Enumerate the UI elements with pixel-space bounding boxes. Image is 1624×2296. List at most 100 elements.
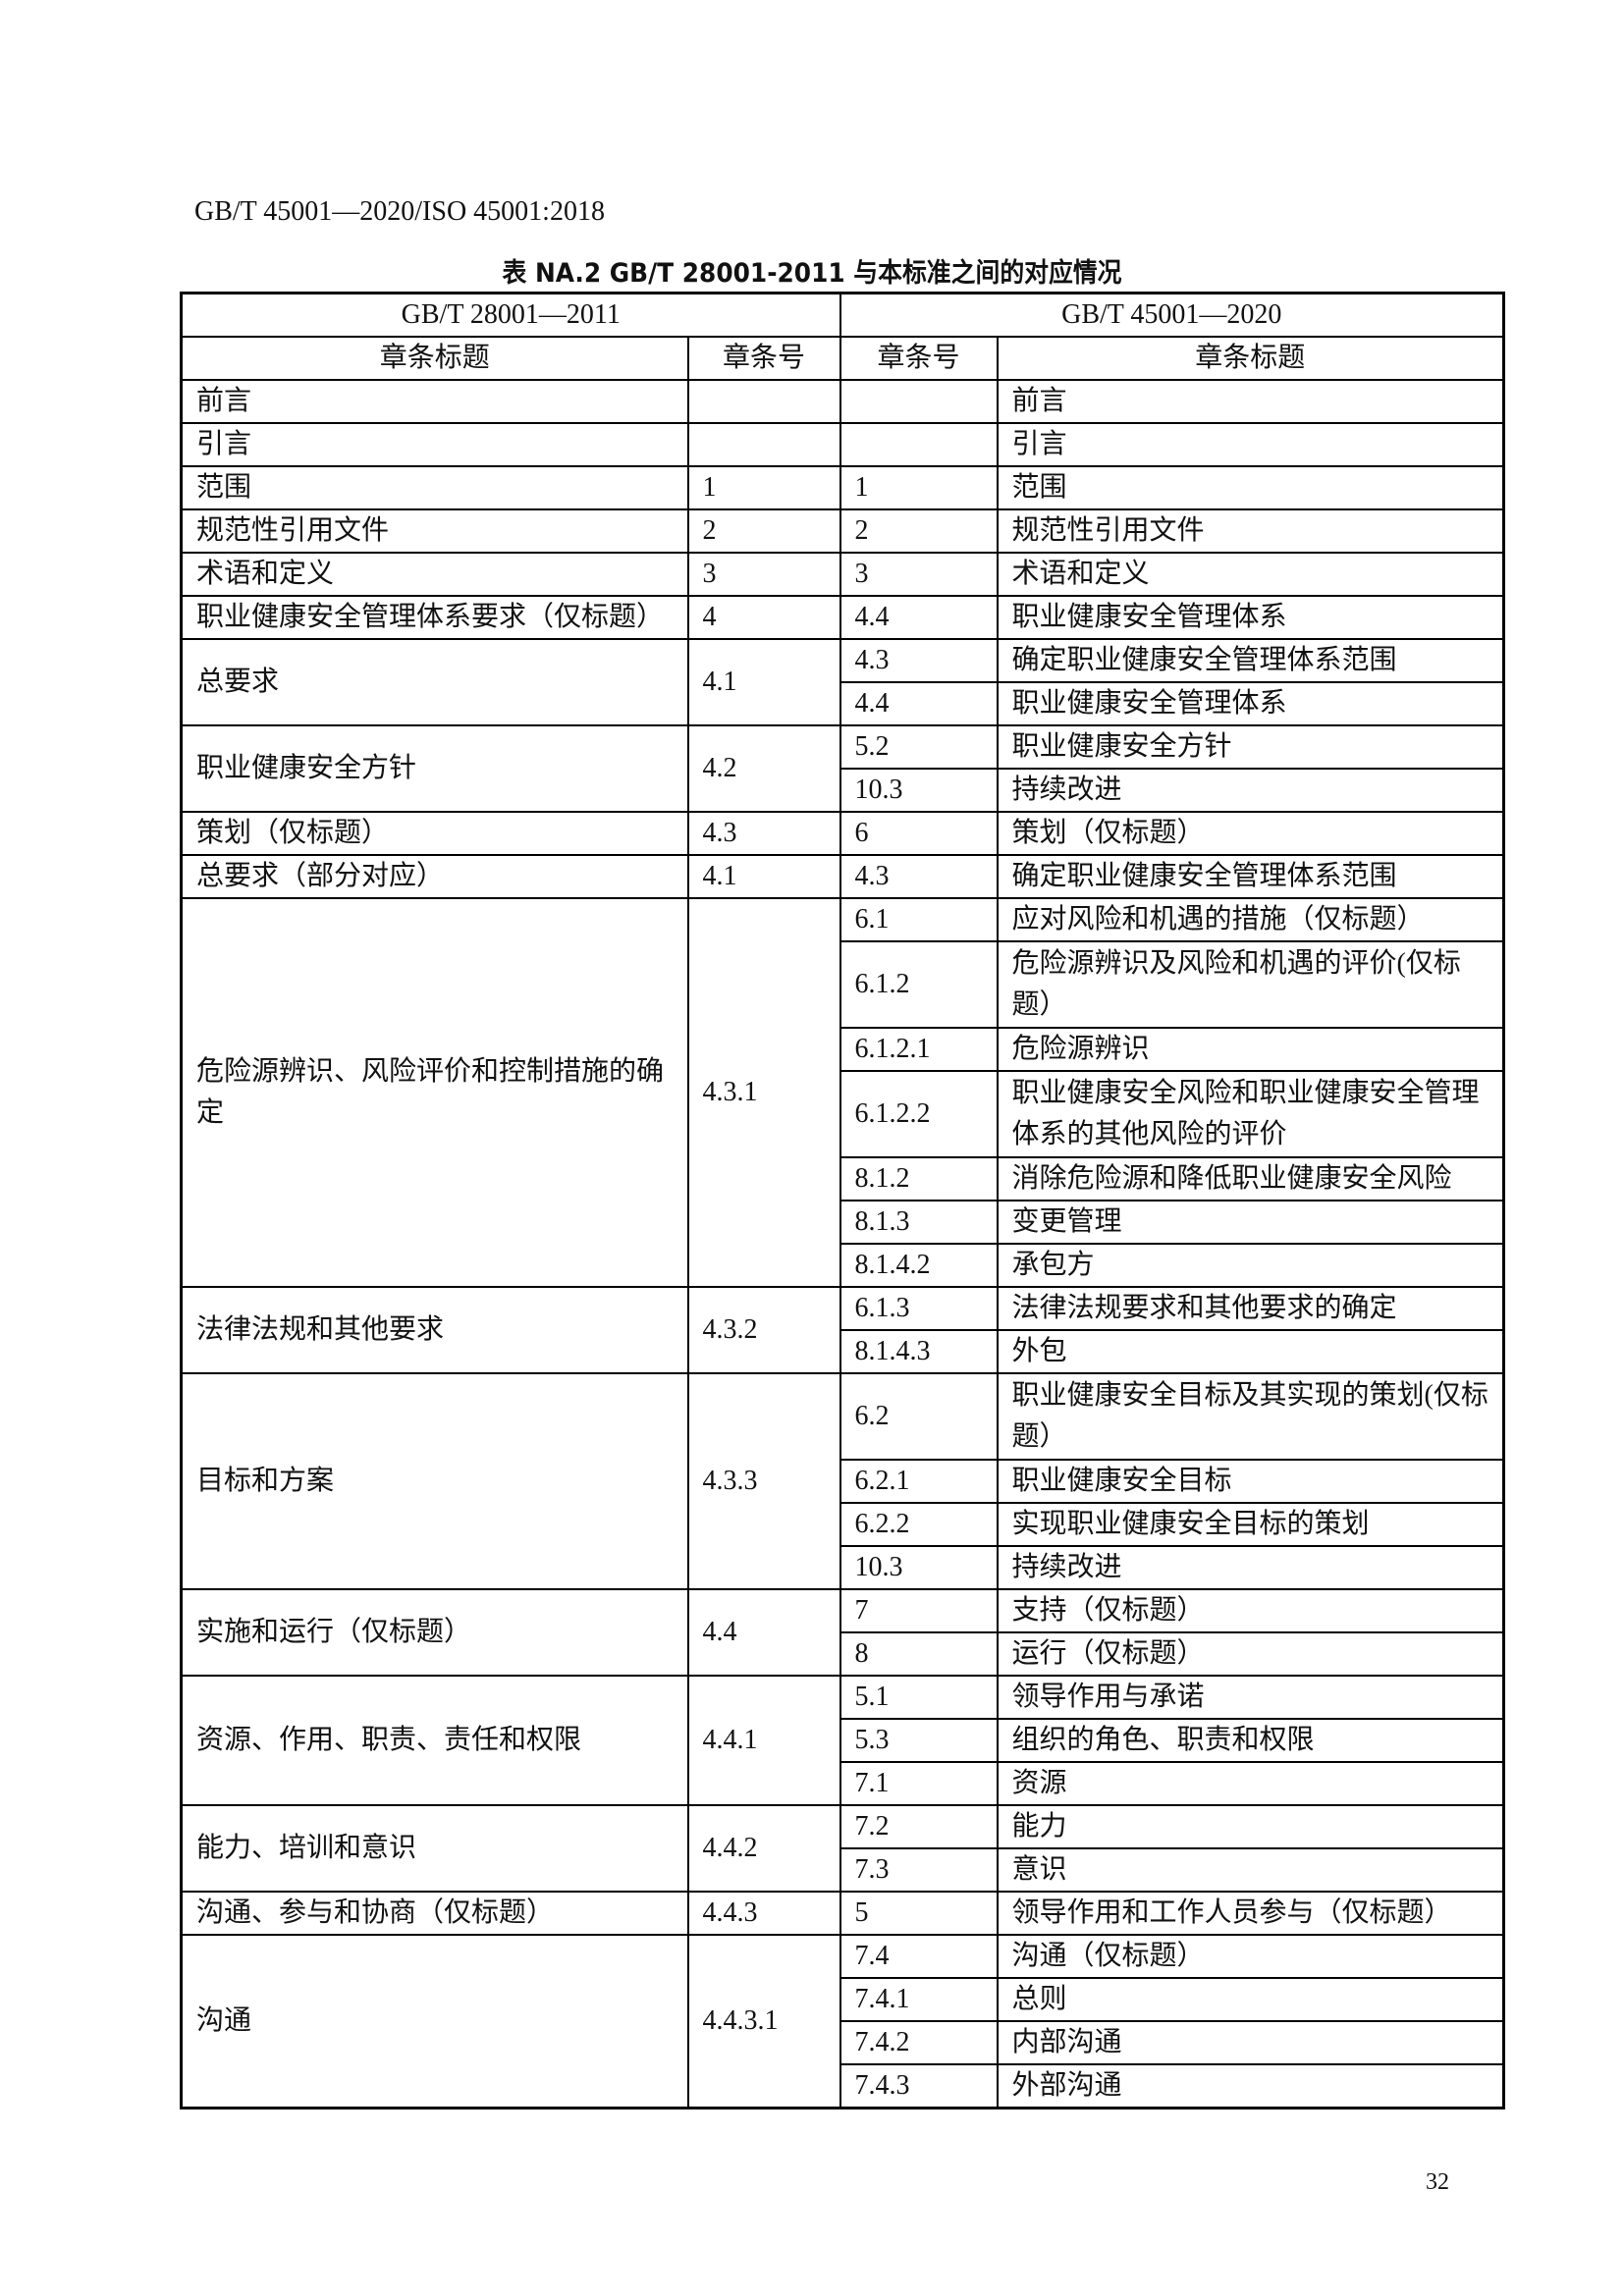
table-row: 危险源辨识、风险评价和控制措施的确定 4.3.1 6.1 应对风险和机遇的措施（仅标题…: [180, 897, 1505, 1288]
new-clause-title: 确定职业健康安全管理体系范围: [996, 854, 1505, 899]
new-clause-title: 变更管理: [996, 1200, 1505, 1245]
new-clause-title: 总则: [996, 1977, 1505, 2022]
new-clause-title: 消除危险源和降低职业健康安全风险: [996, 1156, 1505, 1201]
new-clause-number: 5: [839, 1891, 999, 1936]
new-clause-number: 8.1.2: [839, 1156, 999, 1201]
old-clause-title: 沟通: [180, 1934, 689, 2109]
table-row: 4.4 职业健康安全管理体系: [182, 681, 1505, 726]
table-row: 7.3 意识: [182, 1847, 1505, 1893]
new-clause-number: 6.1.2.2: [839, 1070, 999, 1158]
new-clause-title: 法律法规要求和其他要求的确定: [996, 1286, 1505, 1331]
old-clause-number: 4.1: [686, 638, 841, 726]
new-clause-title: 术语和定义: [996, 552, 1505, 597]
old-clause-title: 法律法规和其他要求: [180, 1286, 689, 1374]
new-clause-title: 领导作用和工作人员参与（仅标题）: [996, 1891, 1505, 1936]
new-clause-title: 职业健康安全管理体系: [996, 595, 1505, 640]
old-clause-title: 职业健康安全方针: [180, 724, 689, 813]
table-row: 6.2.1 职业健康安全目标: [182, 1459, 1505, 1504]
new-clause-title: 支持（仅标题）: [996, 1588, 1505, 1633]
table-row: 资源、作用、职责、责任和权限 4.4.1 5.1 领导作用与承诺: [180, 1675, 1505, 1806]
old-clause-number: [686, 422, 841, 467]
table-row: 6.2.2 实现职业健康安全目标的策划: [182, 1502, 1505, 1547]
new-clause-title: 应对风险和机遇的措施（仅标题）: [996, 897, 1505, 942]
old-clause-number: 4.3.2: [686, 1286, 841, 1374]
old-clause-title: 能力、培训和意识: [180, 1804, 689, 1893]
old-clause-number: 4.1: [686, 854, 841, 899]
table-row: 总要求 4.1 4.3 确定职业健康安全管理体系范围: [180, 638, 1505, 726]
new-clause-number: 5.1: [839, 1675, 999, 1720]
new-clause-title: 意识: [996, 1847, 1505, 1893]
correspondence-table: GB/T 28001—2011 GB/T 45001—2020 章条标题 章条号…: [180, 292, 1506, 2109]
old-clause-number: 4.4.3: [686, 1891, 841, 1936]
table-row: 7.4.2 内部沟通: [182, 2020, 1505, 2065]
new-clause-number: [839, 422, 999, 467]
old-clause-title: 总要求（部分对应）: [180, 854, 689, 899]
table-row: 8.1.4.3 外包: [182, 1329, 1505, 1374]
group-header-new: GB/T 45001—2020: [839, 292, 1505, 338]
table-row: 5.3 组织的角色、职责和权限: [182, 1718, 1505, 1763]
new-clause-title: 持续改进: [996, 1545, 1505, 1590]
new-clause-number: 7.3: [839, 1847, 999, 1893]
new-clause-title: 组织的角色、职责和权限: [996, 1718, 1505, 1763]
table-row: 沟通 4.4.3.1 7.4 沟通（仅标题）: [180, 1934, 1505, 2109]
table-row: 总要求（部分对应） 4.1 4.3 确定职业健康安全管理体系范围: [180, 854, 1505, 899]
new-clause-number: 7.4.1: [839, 1977, 999, 2022]
new-clause-number: 5.2: [839, 724, 999, 770]
old-clause-title: 职业健康安全管理体系要求（仅标题）: [180, 595, 689, 640]
new-clause-number: 6.2: [839, 1372, 999, 1461]
new-clause-title: 职业健康安全方针: [996, 724, 1505, 770]
table-row: 引言 引言: [180, 422, 1505, 467]
new-clause-title: 实现职业健康安全目标的策划: [996, 1502, 1505, 1547]
new-clause-title: 运行（仅标题）: [996, 1631, 1505, 1677]
group-header-row: GB/T 28001—2011 GB/T 45001—2020: [180, 292, 1505, 338]
table-row: 目标和方案 4.3.3 6.2 职业健康安全目标及其实现的策划(仅标题）: [180, 1372, 1505, 1590]
table-row: 10.3 持续改进: [182, 768, 1505, 813]
new-clause-number: 6.2.1: [839, 1459, 999, 1504]
table-row: 6.1.2 危险源辨识及风险和机遇的评价(仅标题）: [182, 940, 1505, 1029]
old-clause-title: 危险源辨识、风险评价和控制措施的确定: [180, 897, 689, 1288]
new-clause-title: 外包: [996, 1329, 1505, 1374]
new-clause-number: 7.4: [839, 1934, 999, 1979]
table-row: 8.1.4.2 承包方: [182, 1243, 1505, 1288]
new-clause-title: 引言: [996, 422, 1505, 467]
new-clause-title: 危险源辨识: [996, 1027, 1505, 1072]
table-row: 法律法规和其他要求 4.3.2 6.1.3 法律法规要求和其他要求的确定: [180, 1286, 1505, 1374]
new-clause-number: 7.4.3: [839, 2063, 999, 2109]
new-clause-number: 1: [839, 465, 999, 510]
old-clause-number: 4.3.3: [686, 1372, 841, 1590]
column-header-row: 章条标题 章条号 章条号 章条标题: [180, 336, 1505, 381]
new-clause-title: 内部沟通: [996, 2020, 1505, 2065]
new-clause-title: 职业健康安全管理体系: [996, 681, 1505, 726]
column-header: 章条标题: [180, 336, 689, 381]
column-header: 章条号: [839, 336, 999, 381]
table-row: 规范性引用文件 2 2 规范性引用文件: [180, 508, 1505, 554]
table-row: 实施和运行（仅标题） 4.4 7 支持（仅标题）: [180, 1588, 1505, 1677]
table-row: 术语和定义 3 3 术语和定义: [180, 552, 1505, 597]
column-header: 章条标题: [996, 336, 1505, 381]
table-row: 7.4.1 总则: [182, 1977, 1505, 2022]
column-header: 章条号: [686, 336, 841, 381]
table-row: 前言 前言: [180, 379, 1505, 424]
group-header-old: GB/T 28001—2011: [180, 292, 841, 338]
new-clause-number: 6.1: [839, 897, 999, 942]
new-clause-number: 8: [839, 1631, 999, 1677]
old-clause-title: 术语和定义: [180, 552, 689, 597]
old-clause-number: 4.2: [686, 724, 841, 813]
new-clause-number: 6.1.2: [839, 940, 999, 1029]
old-clause-title: 实施和运行（仅标题）: [180, 1588, 689, 1677]
new-clause-number: 8.1.4.2: [839, 1243, 999, 1288]
new-clause-title: 职业健康安全目标: [996, 1459, 1505, 1504]
table-row: 范围 1 1 范围: [180, 465, 1505, 510]
new-clause-number: 7.2: [839, 1804, 999, 1849]
old-clause-number: 4.4.2: [686, 1804, 841, 1893]
new-clause-number: 4.3: [839, 638, 999, 683]
new-clause-title: 沟通（仅标题）: [996, 1934, 1505, 1979]
new-clause-number: 10.3: [839, 1545, 999, 1590]
new-clause-title: 持续改进: [996, 768, 1505, 813]
new-clause-number: 4.4: [839, 595, 999, 640]
table-row: 职业健康安全方针 4.2 5.2 职业健康安全方针: [180, 724, 1505, 813]
new-clause-number: 3: [839, 552, 999, 597]
new-clause-title: 策划（仅标题）: [996, 811, 1505, 856]
table-row: 能力、培训和意识 4.4.2 7.2 能力: [180, 1804, 1505, 1893]
new-clause-title: 能力: [996, 1804, 1505, 1849]
